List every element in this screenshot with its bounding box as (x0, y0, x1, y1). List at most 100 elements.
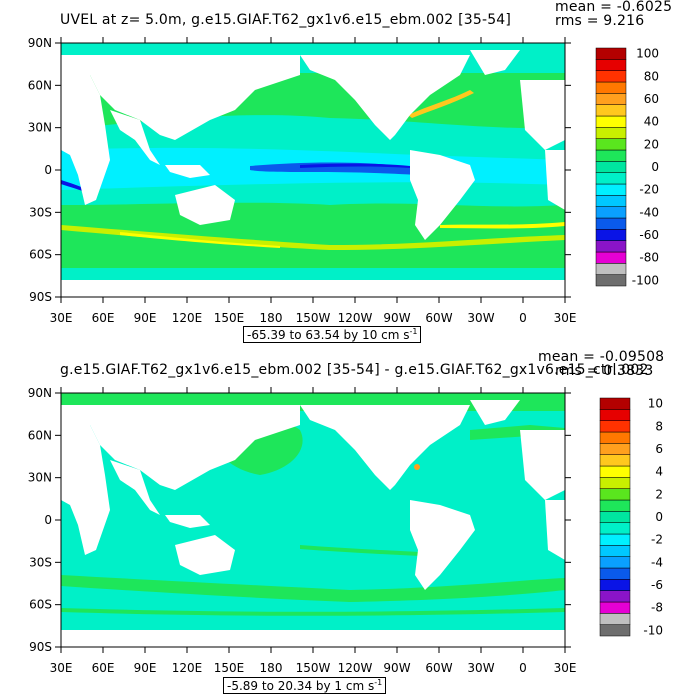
top-colorbar-swatch (595, 274, 627, 287)
top-colorbar-swatch (595, 217, 627, 230)
top-lon-label: 90W (383, 311, 410, 325)
bottom-colorbar-label: -2 (651, 533, 663, 547)
top-panel: 90N 60N 30N 0 30S 60S 90S 30E 60E 90E 120E 150E 180 1… (28, 0, 673, 343)
top-lon-label: 90E (134, 311, 157, 325)
top-colorbar-swatch (595, 93, 627, 105)
bottom-colorbar-swatch (599, 613, 631, 625)
top-lat-label: 30N (28, 121, 52, 135)
top-colorbar-label: -100 (632, 273, 659, 287)
bottom-colorbar-label: 2 (655, 487, 663, 501)
bottom-colorbar-swatch (599, 465, 631, 478)
bottom-lat-label: 30S (29, 555, 52, 569)
bottom-colorbar-swatch (599, 431, 631, 444)
bottom-lat-label: 90S (29, 640, 52, 654)
top-colorbar-label: 60 (644, 92, 659, 106)
top-colorbar-swatch (595, 263, 627, 275)
top-lat-label: 90S (29, 290, 52, 304)
top-lon-label: 30E (50, 311, 73, 325)
top-ticks: 90N 60N 30N 0 30S 60S 90S 30E 60E 90E 120E 150E 180 1… (28, 36, 577, 325)
bottom-colorbar-swatch (599, 397, 631, 410)
bottom-lat-label: 60N (28, 428, 52, 442)
bottom-lat-label: 60S (29, 598, 52, 612)
bottom-ticks: 90N 60N 30N 0 30S 60S 90S 30E 60E 90E 120E 150E 180 1… (28, 386, 577, 675)
bottom-colorbar-swatch (599, 522, 631, 535)
top-colorbar-label: 20 (644, 137, 659, 151)
top-lon-label: 150E (214, 311, 245, 325)
bottom-colorbar-swatch (599, 511, 631, 523)
bottom-colorbar-label: 10 (648, 397, 663, 411)
top-colorbar-swatch (595, 229, 627, 241)
top-colorbar-label: 0 (651, 160, 659, 174)
bottom-colorbar-swatch (599, 454, 631, 467)
top-rms: rms = 9.216 (555, 13, 645, 29)
top-lon-label: 120E (172, 311, 203, 325)
top-range-text: -65.39 to 63.54 by 10 cm s (247, 328, 410, 342)
bottom-lon-label: 90E (134, 661, 157, 675)
bottom-colorbar-swatch (599, 590, 631, 603)
bottom-colorbar-swatch (599, 579, 631, 591)
top-colorbar-swatch (595, 240, 627, 253)
top-colorbar-swatch (595, 127, 627, 139)
bottom-lon-label: 60W (425, 661, 452, 675)
bottom-colorbar-label: -6 (651, 578, 663, 592)
top-lon-label: 150W (296, 311, 331, 325)
bottom-range-box: -5.89 to 20.34 by 1 cm s-1 (223, 677, 387, 694)
top-range-exp: -1 (409, 327, 418, 336)
bottom-lat-label: 30N (28, 471, 52, 485)
bottom-colorbar-swatch (599, 499, 631, 512)
top-colorbar-label: 40 (644, 115, 659, 129)
bottom-colorbar-swatch (599, 556, 631, 569)
top-lon-label: 120W (338, 311, 373, 325)
top-colorbar: 100 80 60 40 20 0 -20 -40 -60 -80 -100 (595, 47, 659, 287)
bottom-lon-label: 150E (214, 661, 245, 675)
top-colorbar-swatch (595, 104, 627, 117)
top-colorbar-swatch (595, 172, 627, 185)
top-colorbar-swatch (595, 138, 627, 151)
top-lon-label: 30E (554, 311, 577, 325)
top-lon-label: 180 (260, 311, 283, 325)
bottom-lon-label: 180 (260, 661, 283, 675)
bottom-lon-label: 120W (338, 661, 373, 675)
top-colorbar-label: -20 (639, 183, 659, 197)
bottom-colorbar-label: 4 (655, 465, 663, 479)
top-colorbar-swatch (595, 251, 627, 264)
top-colorbar-label: -40 (639, 205, 659, 219)
bottom-lon-label: 90W (383, 661, 410, 675)
bottom-colorbar-swatch (599, 601, 631, 614)
top-colorbar-swatch (595, 47, 627, 60)
top-mean: mean = -0.6025 (555, 0, 673, 15)
bottom-lon-label: 150W (296, 661, 331, 675)
bottom-lon-label: 120E (172, 661, 203, 675)
top-lon-label: 60W (425, 311, 452, 325)
bottom-rms: rms = 0.3833 (555, 363, 654, 379)
top-colorbar-swatch (595, 115, 627, 128)
bottom-colorbar-swatch (599, 567, 631, 580)
top-lat-label: 60N (28, 78, 52, 92)
top-colorbar-label: -80 (639, 251, 659, 265)
bottom-lon-label: 30W (467, 661, 494, 675)
bottom-range-text: -5.89 to 20.34 by 1 cm s (227, 679, 375, 693)
bottom-lat-label: 90N (28, 386, 52, 400)
bottom-colorbar-swatch (599, 409, 631, 421)
bottom-panel: 90N 60N 30N 0 30S 60S 90S 30E 60E 90E 120E 150E 180 1… (0, 349, 700, 700)
bottom-mean: mean = -0.09508 (538, 349, 665, 365)
top-colorbar-swatch (595, 206, 627, 219)
bottom-colorbar-swatch (599, 533, 631, 546)
top-colorbar-swatch (595, 149, 627, 162)
top-colorbar-swatch (595, 81, 627, 94)
top-colorbar-label: -60 (639, 228, 659, 242)
bottom-colorbar-swatch (599, 443, 631, 455)
bottom-map-svg: 90N 60N 30N 0 30S 60S 90S 30E 60E 90E 120E 150E 180 1… (28, 386, 663, 675)
bottom-lon-label: 30E (554, 661, 577, 675)
top-colorbar-swatch (595, 183, 627, 196)
top-land (61, 50, 565, 297)
bottom-colorbar-label: -10 (643, 623, 663, 637)
bottom-colorbar-label: -4 (651, 555, 663, 569)
bottom-land (61, 400, 565, 647)
bottom-lon-label: 30E (50, 661, 73, 675)
top-lat-label: 90N (28, 36, 52, 50)
top-colorbar-label: 100 (636, 47, 659, 61)
top-lat-label: 60S (29, 248, 52, 262)
bottom-lon-label: 60E (92, 661, 115, 675)
top-lon-label: 0 (519, 311, 527, 325)
